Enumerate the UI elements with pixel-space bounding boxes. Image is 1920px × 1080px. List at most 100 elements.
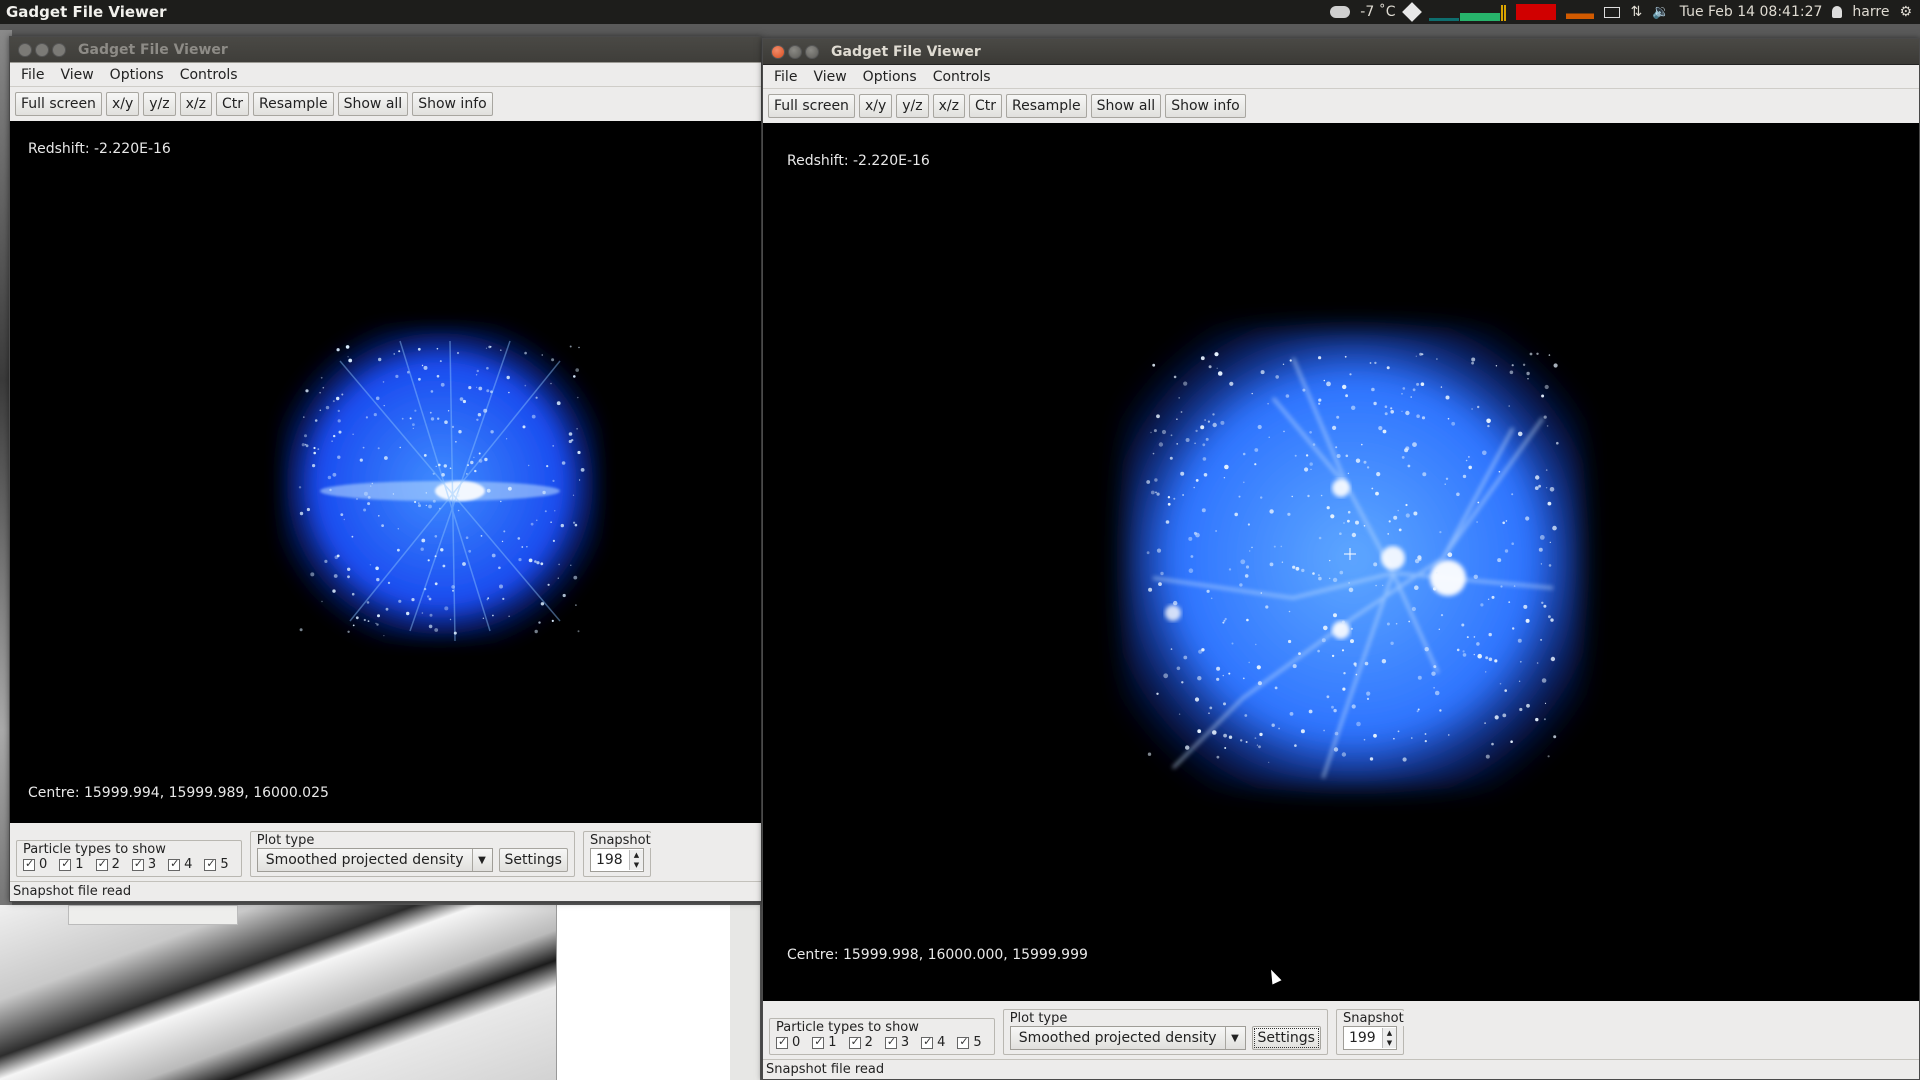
system-monitor-graph[interactable] xyxy=(1429,3,1507,21)
yz-projection-button[interactable]: y/z xyxy=(143,92,176,116)
particle-type-2-checkbox[interactable]: 2 xyxy=(95,857,120,872)
menu-view[interactable]: View xyxy=(60,66,94,83)
menu-options[interactable]: Options xyxy=(862,68,917,85)
halo-speck xyxy=(314,419,318,422)
mail-icon[interactable] xyxy=(1604,6,1621,18)
menu-options[interactable]: Options xyxy=(109,66,164,83)
resample-button[interactable]: Resample xyxy=(1005,94,1087,118)
particle-type-3-checkbox[interactable]: 3 xyxy=(131,857,156,872)
spin-down-icon[interactable]: ▼ xyxy=(1386,1039,1393,1047)
halo-speck xyxy=(1502,713,1507,718)
full-screen-button[interactable]: Full screen xyxy=(15,92,102,116)
yz-projection-button[interactable]: y/z xyxy=(896,94,929,118)
settings-button[interactable]: Settings xyxy=(498,848,568,872)
particle-type-3-checkbox[interactable]: 3 xyxy=(884,1035,909,1050)
xy-projection-button[interactable]: x/y xyxy=(858,94,893,118)
snapshot-value[interactable]: 198 xyxy=(595,852,623,868)
halo-speck xyxy=(407,370,410,374)
close-icon[interactable] xyxy=(18,42,32,57)
cpu-monitor-icon[interactable] xyxy=(1516,4,1557,20)
halo-speck xyxy=(1298,652,1301,655)
plot-type-select[interactable]: Smoothed projected density ▼ xyxy=(1009,1026,1246,1050)
halo-speck xyxy=(1471,408,1473,410)
xz-projection-button[interactable]: x/z xyxy=(932,94,965,118)
render-viewport[interactable]: Redshift: -2.220E-16 xyxy=(763,123,1919,1001)
halo-speck xyxy=(434,535,438,538)
halo-speck xyxy=(1256,665,1261,670)
gear-icon[interactable]: ⚙ xyxy=(1899,4,1912,20)
particle-type-5-checkbox[interactable]: 5 xyxy=(957,1035,982,1050)
volume-icon[interactable]: 🔉 xyxy=(1652,4,1670,20)
user-name[interactable]: harre xyxy=(1852,4,1890,20)
halo-speck xyxy=(1204,419,1206,421)
xz-projection-button[interactable]: x/z xyxy=(179,92,212,116)
menu-controls[interactable]: Controls xyxy=(932,68,991,85)
plot-type-select[interactable]: Smoothed projected density ▼ xyxy=(256,848,493,872)
halo-speck xyxy=(1257,681,1262,686)
chevron-down-icon[interactable]: ▼ xyxy=(471,849,492,871)
particle-type-0-checkbox[interactable]: 0 xyxy=(23,857,47,872)
right-window-titlebar[interactable]: Gadget File Viewer xyxy=(763,39,1919,65)
render-viewport[interactable]: Redshift: -2.220E-16 Centre: 15999.994, … xyxy=(10,121,761,823)
particle-type-1-checkbox[interactable]: 1 xyxy=(59,857,84,872)
left-window-titlebar[interactable]: Gadget File Viewer xyxy=(10,37,761,63)
halo-speck xyxy=(1147,752,1152,756)
particle-type-0-checkbox[interactable]: 0 xyxy=(776,1035,800,1050)
menu-file[interactable]: File xyxy=(21,66,45,83)
menu-controls[interactable]: Controls xyxy=(179,66,238,83)
chevron-down-icon[interactable]: ▼ xyxy=(1224,1027,1245,1049)
halo-speck xyxy=(457,509,460,512)
network-monitor-icon[interactable] xyxy=(1566,5,1595,19)
snapshot-spinbox[interactable]: 198 ▲ ▼ xyxy=(589,848,644,872)
halo-speck xyxy=(1185,438,1190,442)
minimize-icon[interactable] xyxy=(788,44,802,59)
snapshot-spinbox[interactable]: 199 ▲ ▼ xyxy=(1342,1026,1397,1050)
spin-up-icon[interactable]: ▲ xyxy=(1386,1029,1393,1037)
show-all-button[interactable]: Show all xyxy=(1090,94,1162,118)
particle-type-4-checkbox[interactable]: 4 xyxy=(168,857,192,872)
halo-speck xyxy=(331,440,333,442)
halo-speck xyxy=(452,589,454,592)
weather-icon[interactable] xyxy=(1330,6,1351,18)
halo-speck xyxy=(1255,643,1257,646)
centre-readout: Centre: 15999.998, 16000.000, 15999.999 xyxy=(787,947,1088,963)
full-screen-button[interactable]: Full screen xyxy=(768,94,855,118)
xy-projection-button[interactable]: x/y xyxy=(105,92,140,116)
network-arrows-icon[interactable]: ⇅ xyxy=(1630,4,1643,20)
resample-button[interactable]: Resample xyxy=(252,92,334,116)
show-info-button[interactable]: Show info xyxy=(1165,94,1246,118)
spin-up-icon[interactable]: ▲ xyxy=(633,851,640,859)
clock[interactable]: Tue Feb 14 08:41:27 xyxy=(1679,4,1823,20)
halo-speck xyxy=(299,628,303,632)
halo-speck xyxy=(1433,665,1437,669)
halo-speck xyxy=(492,614,494,617)
show-all-button[interactable]: Show all xyxy=(337,92,409,116)
halo-speck xyxy=(332,472,337,477)
snapshot-label: Snapshot xyxy=(1340,1011,1406,1026)
centre-button[interactable]: Ctr xyxy=(968,94,1002,118)
settings-button[interactable]: Settings xyxy=(1251,1026,1321,1050)
show-info-button[interactable]: Show info xyxy=(412,92,493,116)
minimize-icon[interactable] xyxy=(35,42,49,57)
menu-file[interactable]: File xyxy=(774,68,798,85)
halo-speck xyxy=(1148,587,1153,592)
particle-type-1-checkbox[interactable]: 1 xyxy=(812,1035,837,1050)
centre-button[interactable]: Ctr xyxy=(215,92,249,116)
halo-speck xyxy=(305,444,309,448)
halo-speck xyxy=(1504,689,1507,692)
snapshot-value[interactable]: 199 xyxy=(1348,1030,1376,1046)
weather-temperature[interactable]: -7 ˚C xyxy=(1360,4,1396,20)
particle-type-4-checkbox[interactable]: 4 xyxy=(921,1035,945,1050)
particle-type-5-checkbox[interactable]: 5 xyxy=(204,857,229,872)
maximize-icon[interactable] xyxy=(805,44,819,59)
particle-type-2-checkbox[interactable]: 2 xyxy=(848,1035,873,1050)
menu-view[interactable]: View xyxy=(813,68,847,85)
close-icon[interactable] xyxy=(771,44,785,59)
spin-down-icon[interactable]: ▼ xyxy=(633,861,640,869)
halo-speck xyxy=(1339,570,1344,575)
halo-speck xyxy=(1146,551,1150,555)
maximize-icon[interactable] xyxy=(52,42,66,57)
dropbox-icon[interactable] xyxy=(1402,2,1423,22)
halo-speck xyxy=(351,535,354,538)
halo-speck xyxy=(1363,738,1366,741)
